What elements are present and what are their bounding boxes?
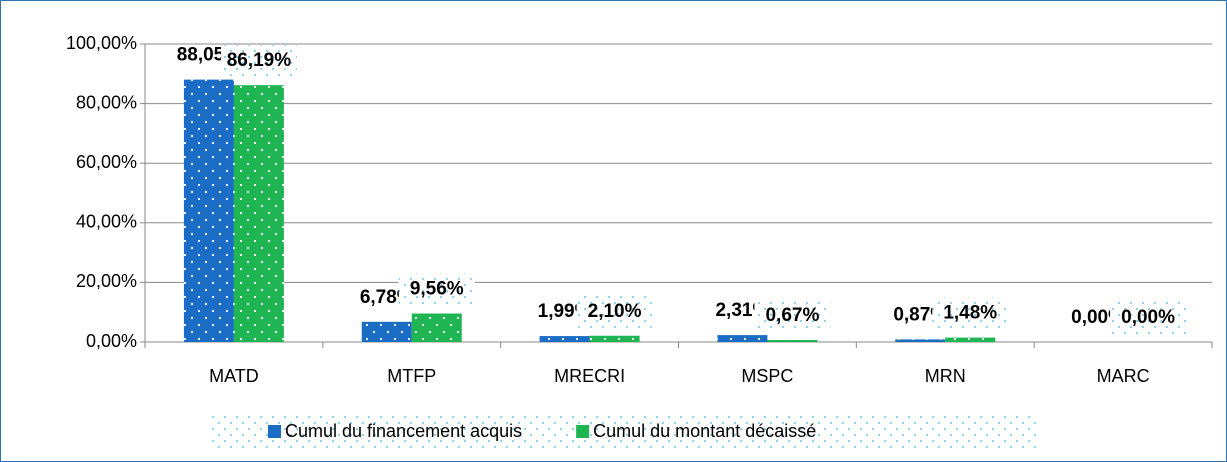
value-label-box	[932, 297, 1009, 330]
bar-texture	[589, 335, 640, 342]
legend-swatch	[576, 425, 590, 438]
value-label: 0,67%	[765, 305, 819, 326]
bar-texture	[183, 79, 234, 343]
value-label-box	[576, 295, 653, 328]
y-tick-label: 60,00%	[76, 152, 137, 172]
x-tick-label: MTFP	[387, 366, 436, 386]
legend-box	[210, 416, 1036, 448]
value-label: 0,00%	[1121, 307, 1175, 328]
y-tick-label: 100,00%	[66, 33, 137, 53]
y-tick-label: 80,00%	[76, 92, 137, 112]
value-label: 1,48%	[943, 303, 997, 324]
value-label-box	[1110, 302, 1187, 334]
bar-texture	[945, 337, 996, 342]
bar-texture	[767, 340, 818, 342]
bar-texture	[411, 313, 462, 342]
y-tick-label: 0,00%	[86, 331, 137, 351]
bar-texture	[717, 335, 768, 342]
legend-label: Cumul du montant décaissé	[593, 421, 816, 441]
legend-label: Cumul du financement acquis	[285, 421, 522, 441]
y-tick-label: 20,00%	[76, 271, 137, 291]
value-label-box	[398, 273, 475, 306]
bar-texture	[539, 336, 590, 342]
y-tick-label: 40,00%	[76, 212, 137, 232]
value-label: 86,19%	[227, 50, 292, 71]
bar-texture	[361, 321, 412, 342]
x-tick-label: MRECRI	[554, 366, 625, 386]
value-label-box	[754, 300, 831, 333]
legend-swatch	[268, 425, 281, 438]
x-tick-label: MRN	[925, 366, 966, 386]
x-tick-label: MSPC	[741, 366, 793, 386]
value-label: 2,10%	[588, 301, 642, 322]
bar-texture	[895, 339, 946, 342]
x-tick-label: MATD	[209, 366, 259, 386]
x-tick-label: MARC	[1097, 366, 1150, 386]
bar-texture	[233, 85, 284, 342]
value-label-box	[220, 45, 297, 78]
value-label: 9,56%	[410, 279, 464, 300]
